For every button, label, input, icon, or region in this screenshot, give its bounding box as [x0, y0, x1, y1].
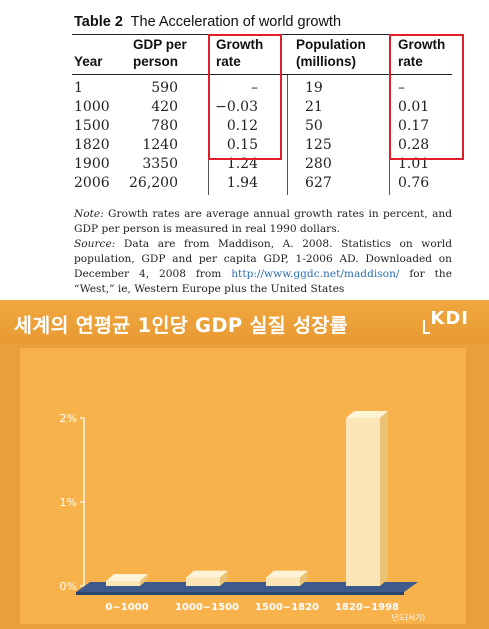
cell-year: 1	[74, 80, 83, 96]
bar-top	[266, 570, 308, 578]
header-gdp-line2: person	[133, 54, 179, 69]
source-text: Data are from Maddison, A. 2008. Statist…	[74, 238, 452, 280]
bar-top	[186, 570, 228, 578]
header-gdp-line1: GDP per	[133, 37, 187, 52]
cell-gdp-growth: −0.03	[215, 99, 258, 115]
highlight-box-pop-growth	[389, 34, 464, 160]
cell-gdp: 420	[151, 99, 178, 115]
cell-gdp: 26,200	[129, 175, 178, 191]
cell-population: 21	[305, 99, 323, 115]
cell-year: 1500	[74, 118, 110, 134]
header-growth1-line2: rate	[216, 54, 241, 69]
cell-pop-growth: 0.28	[398, 137, 430, 153]
bar	[266, 577, 300, 586]
highlight-box-gdp-growth	[208, 34, 282, 160]
cell-gdp-growth: 1.24	[226, 156, 258, 172]
cell-year: 1820	[74, 137, 110, 153]
table-number: Table 2	[74, 14, 123, 30]
note-label: Note:	[74, 208, 104, 220]
table-notes: Note: Growth rates are average annual gr…	[74, 207, 452, 297]
bar-side	[300, 570, 308, 586]
bar-top	[106, 574, 148, 581]
chart-panel: 0% 1% 2% 0~1000 1000~1500 1500~1820 1820~1998 년…	[20, 348, 466, 624]
cell-gdp: 590	[151, 80, 178, 96]
table-header-rule	[72, 74, 452, 75]
cell-population: 125	[305, 137, 332, 153]
bar	[346, 418, 380, 586]
source-text-end: for the “West,” ie, Western Europe plus …	[74, 268, 452, 295]
cell-gdp-growth: 0.15	[226, 137, 258, 153]
cell-population: 627	[305, 175, 332, 191]
x-tick-label: 1500~1820	[255, 602, 319, 613]
source-label: Source:	[74, 238, 116, 250]
kdi-logo: KDI	[423, 308, 469, 334]
cell-year: 1000	[74, 99, 110, 115]
source-link[interactable]: http://www.ggdc.net/maddison/	[231, 268, 400, 280]
chart-title: 세계의 연평균 1인당 GDP 실질 성장률	[14, 314, 348, 337]
bar-side	[140, 574, 148, 586]
table-title: Table 2 The Acceleration of world growth	[74, 14, 341, 30]
y-tick-label: 1%	[60, 496, 77, 509]
cell-pop-growth: 0.76	[398, 175, 430, 191]
bar	[106, 581, 140, 586]
header-growth2-line2: rate	[398, 54, 423, 69]
document-section: Table 2 The Acceleration of world growth…	[0, 0, 489, 300]
bar-chart: 0% 1% 2% 0~1000 1000~1500 1500~1820 1820~1998년…	[60, 411, 426, 622]
header-population-line2: (millions)	[296, 54, 356, 69]
cell-gdp-growth: 0.12	[226, 118, 258, 134]
bar-side	[220, 570, 228, 586]
cell-gdp: 3350	[142, 156, 178, 172]
cell-population: 19	[305, 80, 323, 96]
cell-population: 280	[305, 156, 332, 172]
table-caption: The Acceleration of world growth	[130, 14, 342, 30]
header-year: Year	[74, 54, 103, 69]
header-growth2-line1: Growth	[398, 37, 446, 52]
bar	[186, 577, 220, 586]
cell-year: 1900	[74, 156, 110, 172]
chart-banner: 세계의 연평균 1인당 GDP 실질 성장률 KDI 0% 1% 2% 0~1000 1…	[0, 300, 489, 629]
cell-pop-growth: 1.01	[398, 156, 430, 172]
header-growth1-line1: Growth	[216, 37, 264, 52]
column-divider	[287, 75, 288, 195]
y-tick-label: 2%	[60, 412, 77, 425]
cell-population: 50	[305, 118, 323, 134]
chart-floor-edge	[76, 592, 404, 595]
cell-pop-growth: 0.01	[398, 99, 430, 115]
cell-year: 2006	[74, 175, 110, 191]
cell-gdp: 1240	[142, 137, 178, 153]
cell-pop-growth: –	[398, 80, 405, 96]
banner-header: 세계의 연평균 1인당 GDP 실질 성장률 KDI	[0, 300, 489, 344]
cell-pop-growth: 0.17	[398, 118, 430, 134]
cell-gdp-growth: –	[251, 80, 258, 96]
chart-floor	[76, 582, 418, 592]
header-population-line1: Population	[296, 37, 366, 52]
x-axis-label: 년도(서기)	[392, 612, 426, 622]
cell-gdp: 780	[151, 118, 178, 134]
x-tick-label: 1820~1998	[335, 602, 399, 613]
x-tick-label: 0~1000	[105, 602, 148, 613]
source: Source: Data are from Maddison, A. 2008.…	[74, 237, 452, 297]
y-tick-label: 0%	[60, 580, 77, 593]
bar-side	[380, 411, 388, 586]
bar-top	[346, 411, 388, 418]
note-text: Growth rates are average annual growth r…	[74, 208, 452, 235]
cell-gdp-growth: 1.94	[226, 175, 258, 191]
note: Note: Growth rates are average annual gr…	[74, 207, 452, 237]
x-tick-label: 1000~1500	[175, 602, 239, 613]
